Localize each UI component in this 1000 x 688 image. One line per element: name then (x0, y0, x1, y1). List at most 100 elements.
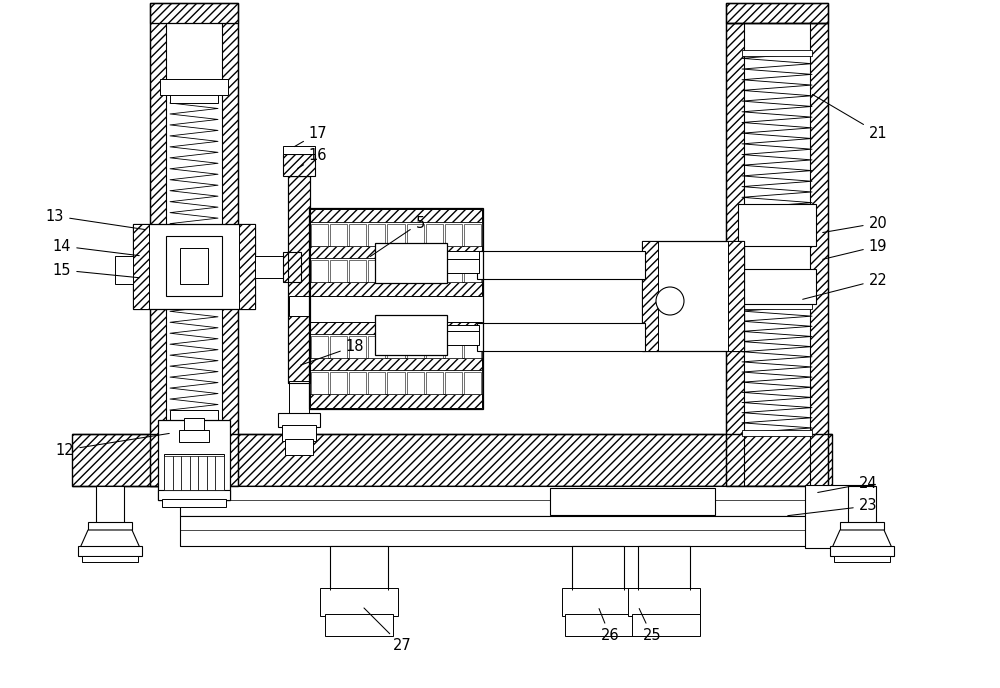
Bar (447, 327, 479, 345)
Bar (150, 23, 166, 486)
Text: 20: 20 (823, 215, 887, 233)
Bar (840, 522, 884, 530)
Bar (310, 334, 482, 360)
Bar (726, 23, 744, 486)
Bar (349, 336, 366, 358)
Text: 12: 12 (56, 433, 169, 458)
Bar (726, 23, 828, 486)
Bar (562, 588, 634, 616)
Bar (320, 588, 398, 616)
Bar (426, 224, 443, 246)
Bar (190, 456, 198, 490)
Bar (407, 336, 424, 358)
Bar (368, 260, 385, 282)
Bar (180, 486, 875, 516)
Bar (464, 336, 481, 358)
Bar (310, 258, 482, 284)
Bar (407, 224, 424, 246)
Bar (311, 372, 328, 394)
Text: 26: 26 (599, 609, 619, 643)
Bar (642, 241, 658, 351)
Bar (311, 336, 328, 358)
Bar (215, 456, 224, 490)
Bar (628, 588, 700, 616)
Bar (285, 439, 313, 455)
Bar (742, 205, 812, 211)
Text: 18: 18 (301, 338, 364, 365)
Bar (166, 236, 222, 296)
Bar (447, 325, 479, 331)
Bar (387, 260, 405, 282)
Bar (198, 456, 207, 490)
Text: 15: 15 (53, 263, 139, 278)
Bar (158, 490, 230, 500)
Text: 16: 16 (297, 149, 327, 169)
Bar (310, 358, 482, 372)
Bar (407, 260, 424, 282)
Bar (289, 381, 309, 415)
Bar (160, 79, 228, 95)
Bar (150, 3, 238, 23)
Bar (445, 372, 462, 394)
Bar (742, 430, 812, 436)
Bar (726, 3, 828, 23)
Text: 23: 23 (788, 499, 877, 516)
Bar (330, 546, 388, 590)
Bar (330, 260, 347, 282)
Bar (72, 434, 832, 486)
Bar (164, 456, 173, 490)
Bar (173, 456, 181, 490)
Bar (638, 546, 690, 590)
Bar (150, 3, 238, 486)
Bar (387, 336, 405, 358)
Text: 19: 19 (823, 239, 887, 259)
Bar (82, 556, 138, 562)
Bar (330, 224, 347, 246)
Bar (311, 224, 328, 246)
Bar (283, 252, 301, 282)
Bar (445, 224, 462, 246)
Bar (447, 255, 479, 273)
Bar (170, 410, 218, 420)
Bar (309, 208, 483, 409)
Bar (830, 546, 894, 556)
Bar (164, 454, 224, 492)
Bar (726, 3, 828, 23)
Bar (464, 224, 481, 246)
Bar (115, 256, 133, 284)
Bar (88, 522, 132, 530)
Text: 24: 24 (818, 475, 877, 493)
Bar (572, 546, 624, 590)
Bar (742, 303, 812, 309)
Bar (184, 418, 204, 430)
Bar (179, 430, 209, 442)
Bar (239, 224, 255, 308)
Bar (288, 176, 310, 383)
Bar (738, 204, 816, 246)
Bar (325, 614, 393, 636)
Text: 14: 14 (53, 239, 139, 256)
Bar (78, 546, 142, 556)
Bar (477, 251, 645, 279)
Bar (310, 246, 482, 260)
Bar (426, 336, 443, 358)
Bar (387, 224, 405, 246)
Bar (278, 413, 320, 427)
Bar (728, 241, 744, 351)
Text: 27: 27 (364, 608, 411, 654)
Bar (810, 23, 828, 486)
Bar (375, 243, 447, 283)
Bar (310, 282, 482, 296)
Bar (445, 336, 462, 358)
Bar (477, 323, 645, 351)
Bar (349, 372, 366, 394)
Bar (632, 614, 700, 636)
Text: 21: 21 (812, 94, 887, 140)
Bar (464, 372, 481, 394)
Bar (310, 394, 482, 408)
Bar (407, 372, 424, 394)
Bar (133, 224, 255, 308)
Bar (133, 224, 149, 308)
Bar (742, 50, 812, 56)
Bar (180, 516, 875, 546)
